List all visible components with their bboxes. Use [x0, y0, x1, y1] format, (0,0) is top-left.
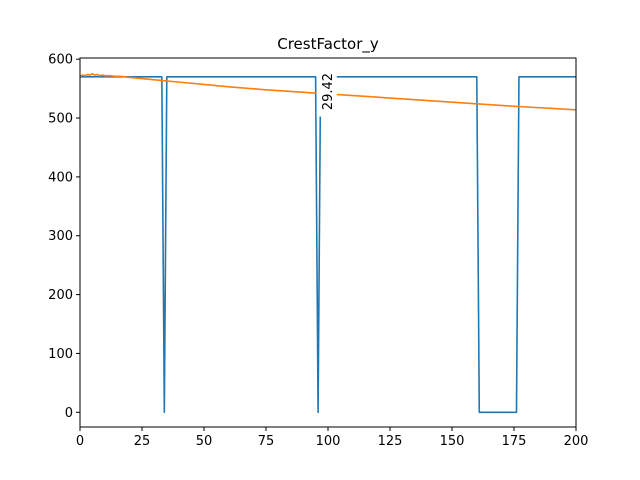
x-tick-label: 100 [316, 434, 341, 449]
y-tick-label: 600 [48, 53, 73, 68]
y-tick-label: 0 [65, 406, 73, 421]
x-tick-label: 0 [76, 434, 84, 449]
x-tick-label: 25 [134, 434, 151, 449]
y-tick-label: 300 [48, 229, 73, 244]
annotation-box [316, 66, 337, 117]
series-line-1 [80, 76, 576, 414]
series-line-2 [80, 73, 576, 111]
x-tick-label: 175 [502, 434, 527, 449]
y-tick-label: 100 [48, 347, 73, 362]
x-tick-label: 75 [258, 434, 275, 449]
x-tick-label: 200 [564, 434, 589, 449]
y-tick-label: 200 [48, 288, 73, 303]
annotation-label: 29.42 [316, 66, 337, 117]
y-tick-label: 500 [48, 112, 73, 127]
chart-title: CrestFactor_y [277, 35, 379, 54]
ticks-layer: 0 25 50 75 100 125 150 175 200 0 100 200 300 400 500 60… [48, 53, 588, 449]
annotation-text: 29.42 [321, 73, 336, 110]
x-tick-label: 50 [196, 434, 213, 449]
y-tick-label: 400 [48, 170, 73, 185]
series-layer [80, 73, 576, 414]
x-tick-label: 150 [440, 434, 465, 449]
plot-frame [79, 57, 577, 428]
annotation-layer: 29.42 [316, 66, 337, 117]
x-tick-label: 125 [378, 434, 403, 449]
